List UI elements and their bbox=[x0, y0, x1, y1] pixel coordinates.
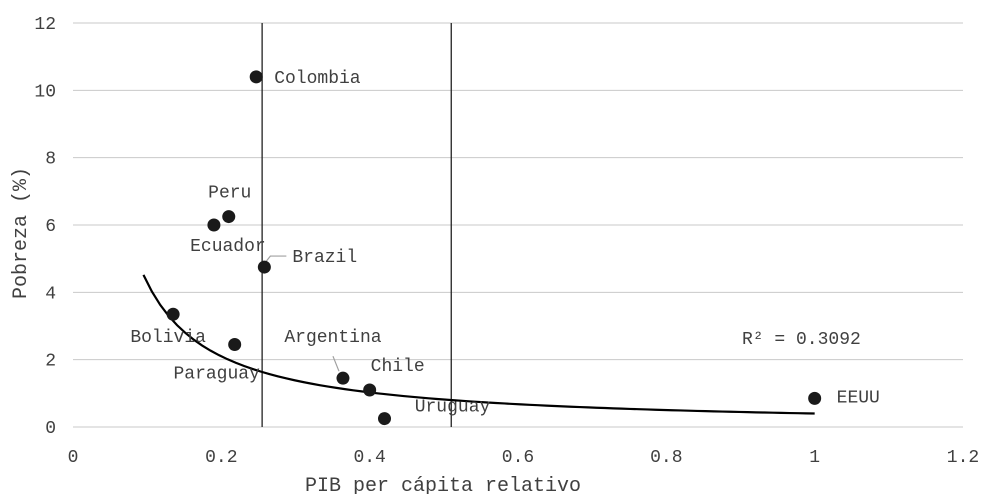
point-paraguay bbox=[228, 338, 242, 352]
point-labels: Colombia Peru Ecuador Brazil Bolivia Paraguay… bbox=[130, 69, 880, 418]
y-tick-label: 4 bbox=[45, 284, 56, 304]
trendline-group bbox=[142, 274, 815, 415]
point-ecuador bbox=[207, 218, 221, 232]
r-squared-annotation: R² = 0.3092 bbox=[742, 330, 861, 350]
y-tick-label: 10 bbox=[34, 82, 56, 102]
leader-brazil bbox=[265, 255, 287, 262]
label-uruguay: Uruguay bbox=[415, 398, 491, 418]
label-argentina: Argentina bbox=[284, 328, 381, 348]
y-tick-label: 2 bbox=[45, 352, 56, 372]
point-chile bbox=[363, 383, 377, 397]
label-peru: Peru bbox=[208, 184, 251, 204]
x-tick-label: 0.8 bbox=[650, 448, 682, 468]
point-peru bbox=[222, 210, 236, 224]
label-chile: Chile bbox=[371, 357, 425, 377]
x-tick-label: 0.6 bbox=[502, 448, 534, 468]
x-tick-label: 1.2 bbox=[947, 448, 979, 468]
label-eeuu: EEUU bbox=[837, 388, 880, 408]
y-tick-label: 0 bbox=[45, 419, 56, 439]
trendline bbox=[142, 274, 815, 415]
point-eeuu bbox=[808, 391, 822, 405]
point-colombia bbox=[249, 70, 263, 84]
label-colombia: Colombia bbox=[274, 69, 361, 89]
reference-lines bbox=[261, 23, 452, 427]
x-tick-label: 0 bbox=[68, 448, 79, 468]
point-bolivia bbox=[166, 307, 180, 321]
label-leaders bbox=[265, 255, 340, 372]
y-axis-title: Pobreza (%) bbox=[10, 167, 33, 299]
x-axis-ticks: 0 0.2 0.4 0.6 0.8 1 1.2 bbox=[68, 448, 980, 468]
x-tick-label: 0.2 bbox=[205, 448, 237, 468]
x-tick-label: 1 bbox=[809, 448, 820, 468]
data-points bbox=[166, 70, 822, 426]
label-bolivia: Bolivia bbox=[130, 328, 206, 348]
point-brazil bbox=[257, 260, 271, 274]
label-brazil: Brazil bbox=[292, 248, 357, 268]
y-tick-label: 6 bbox=[45, 217, 56, 237]
leader-argentina bbox=[332, 355, 340, 372]
point-uruguay bbox=[378, 412, 391, 426]
y-tick-label: 12 bbox=[34, 15, 56, 35]
label-paraguay: Paraguay bbox=[173, 365, 260, 385]
point-argentina bbox=[336, 371, 350, 385]
y-axis-ticks: 0 2 4 6 8 10 12 bbox=[34, 15, 56, 439]
label-ecuador: Ecuador bbox=[190, 237, 266, 257]
x-axis-title: PIB per cápita relativo bbox=[305, 475, 581, 494]
gridlines bbox=[73, 22, 963, 428]
x-tick-label: 0.4 bbox=[353, 448, 385, 468]
y-tick-label: 8 bbox=[45, 150, 56, 170]
